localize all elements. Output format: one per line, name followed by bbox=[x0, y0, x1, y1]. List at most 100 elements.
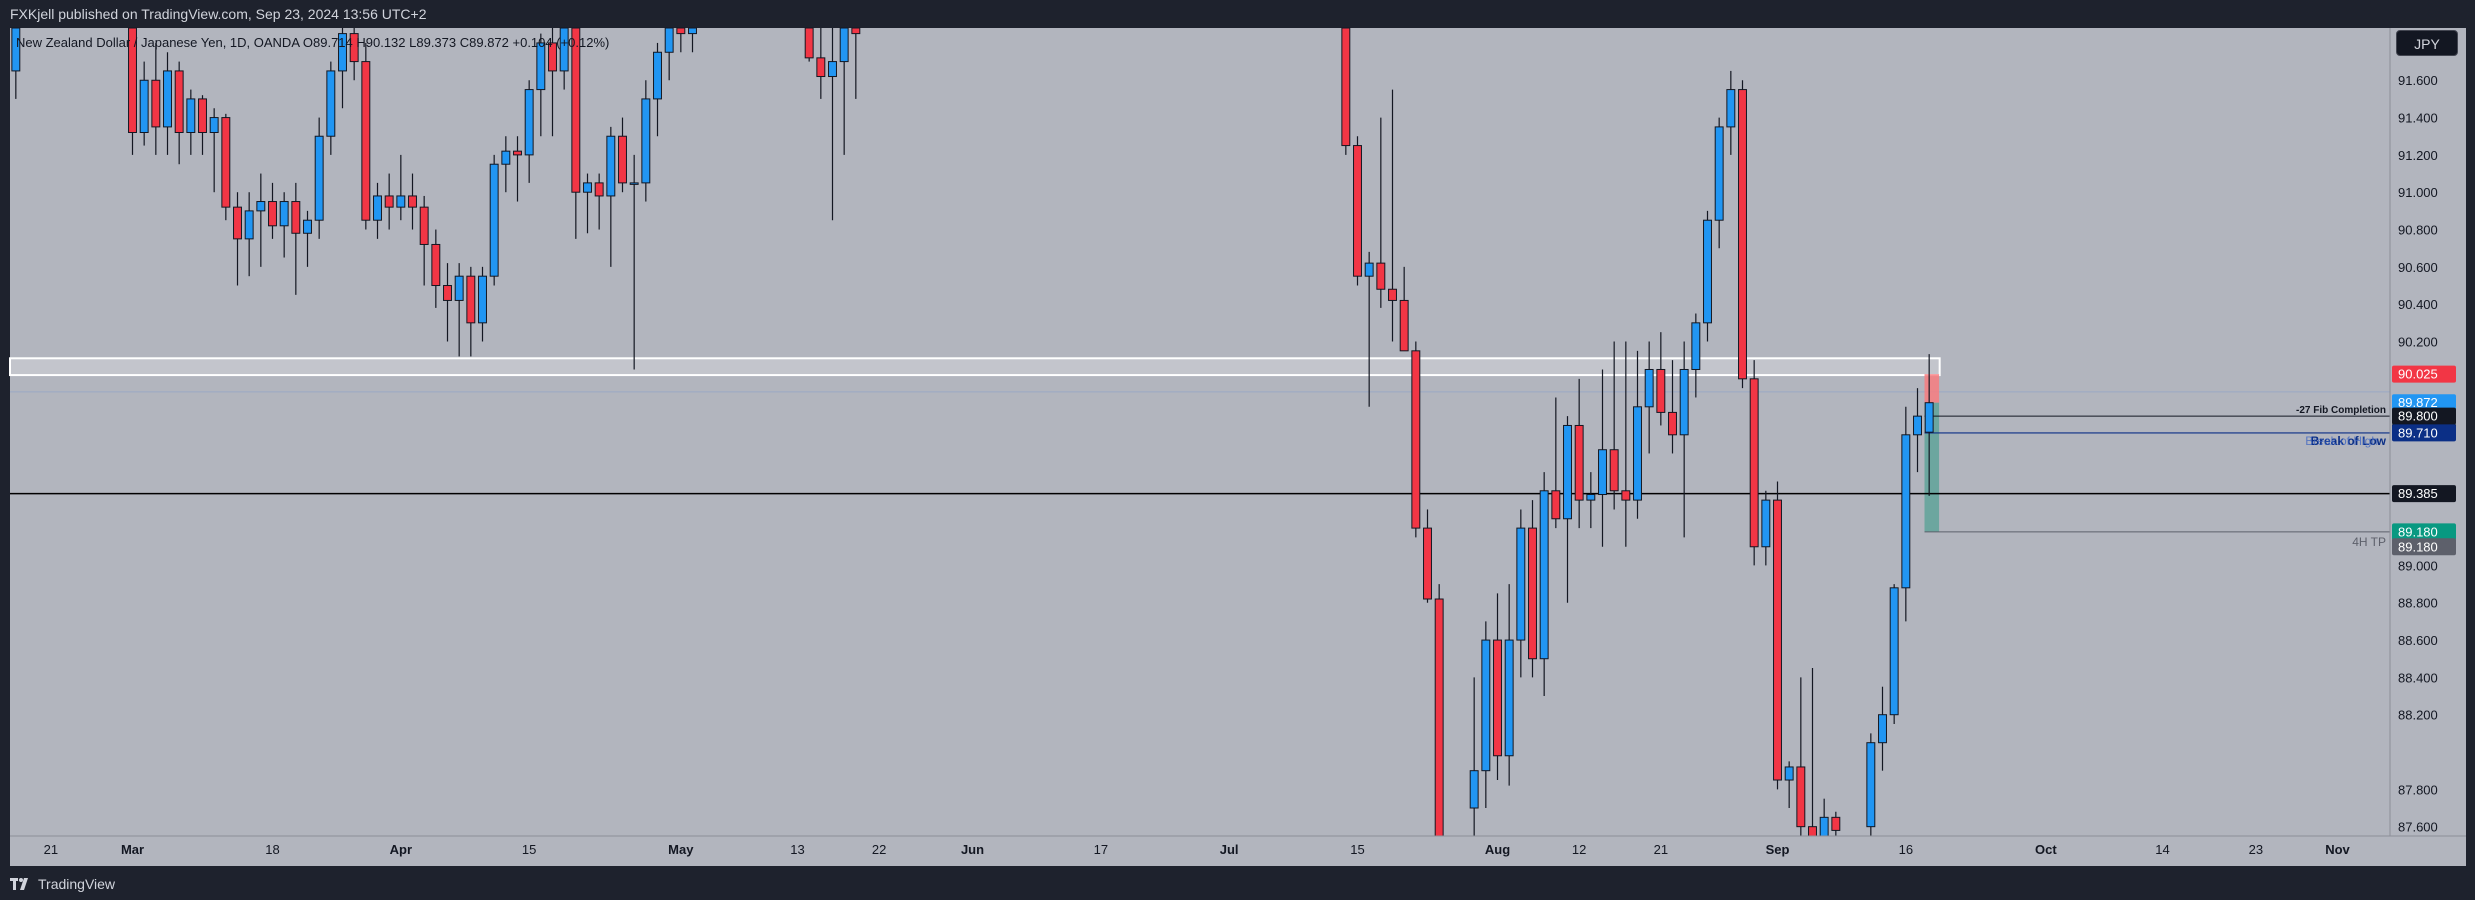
x-tick-label: 14 bbox=[2155, 842, 2169, 857]
candle bbox=[419, 195, 429, 286]
candle bbox=[1633, 350, 1642, 519]
x-tick-label: 18 bbox=[265, 842, 279, 857]
candle bbox=[1469, 677, 1479, 836]
candle bbox=[233, 192, 242, 286]
candle-body bbox=[1808, 826, 1817, 837]
candle-body bbox=[139, 79, 149, 133]
candle bbox=[1878, 686, 1887, 771]
candle bbox=[641, 80, 651, 202]
tradingview-icon bbox=[10, 878, 28, 890]
x-tick-label: Oct bbox=[2035, 842, 2057, 857]
candle bbox=[1714, 117, 1724, 249]
candle bbox=[851, 27, 861, 99]
price-label-text: 89.385 bbox=[2398, 486, 2438, 501]
candle bbox=[1586, 472, 1596, 529]
x-tick-label: Jun bbox=[961, 842, 984, 857]
currency-button[interactable]: JPY bbox=[2396, 30, 2458, 56]
y-tick-label: 88.600 bbox=[2398, 633, 2438, 648]
candle-body bbox=[1504, 639, 1514, 757]
candle-body bbox=[1563, 424, 1572, 520]
candle bbox=[1411, 341, 1421, 538]
x-tick-label: 21 bbox=[1654, 842, 1668, 857]
candle-body bbox=[1609, 449, 1619, 492]
candle bbox=[828, 28, 837, 221]
price-label-box bbox=[2392, 485, 2456, 503]
candle bbox=[478, 266, 487, 342]
candle-body bbox=[676, 27, 686, 35]
candle-body bbox=[1528, 527, 1537, 660]
candle bbox=[559, 27, 569, 90]
candle-body bbox=[349, 33, 359, 63]
candle bbox=[571, 27, 581, 239]
candle bbox=[1621, 341, 1631, 547]
candle-body bbox=[618, 135, 627, 184]
candle bbox=[349, 28, 359, 81]
candle bbox=[209, 108, 219, 193]
candle bbox=[1574, 378, 1584, 529]
y-tick-label: 91.000 bbox=[2398, 185, 2438, 200]
candle-body bbox=[256, 201, 266, 212]
candle-body bbox=[1469, 770, 1479, 809]
tradingview-logo[interactable]: TradingView bbox=[10, 876, 115, 892]
horizontal-lines bbox=[10, 415, 2390, 533]
candle-body bbox=[1341, 27, 1351, 147]
candle bbox=[513, 136, 522, 202]
candle-body bbox=[1866, 742, 1876, 828]
candle-body bbox=[373, 195, 382, 221]
candle bbox=[1901, 406, 1911, 622]
candle bbox=[256, 173, 266, 267]
candle bbox=[536, 33, 546, 137]
y-tick-label: 90.800 bbox=[2398, 223, 2438, 238]
candle bbox=[1598, 369, 1607, 547]
time-axis: 21 Mar 18 Apr 15 May 13 22 Jun 17 Jul 15 Aug 12 21 Sep 1… bbox=[10, 835, 2466, 857]
candle bbox=[291, 182, 301, 295]
candle-body bbox=[1644, 368, 1654, 408]
candle bbox=[163, 52, 172, 155]
candle bbox=[1341, 27, 1351, 155]
candle-body bbox=[1773, 499, 1782, 781]
candle bbox=[198, 95, 207, 155]
candle-body bbox=[209, 117, 219, 133]
candle-body bbox=[1901, 434, 1911, 589]
candle bbox=[1388, 89, 1397, 342]
candle bbox=[174, 61, 184, 165]
y-tick-label: 87.800 bbox=[2398, 782, 2438, 797]
candle bbox=[1773, 481, 1782, 790]
candle bbox=[408, 173, 417, 230]
candle-body bbox=[559, 27, 569, 72]
candle bbox=[583, 173, 592, 234]
candle bbox=[128, 27, 137, 155]
candle-body bbox=[11, 27, 21, 72]
candle-body bbox=[151, 79, 161, 128]
time-axis-background[interactable] bbox=[10, 836, 2466, 866]
x-tick-label: Sep bbox=[1766, 842, 1790, 857]
plot-background[interactable] bbox=[10, 28, 2390, 836]
candle bbox=[676, 27, 686, 53]
x-tick-label: 15 bbox=[1350, 842, 1364, 857]
tp-label: 4H TP bbox=[2352, 535, 2386, 549]
candle-body bbox=[326, 70, 336, 137]
candle bbox=[314, 117, 324, 239]
candle bbox=[1399, 266, 1409, 352]
price-label: 89.710 bbox=[2392, 424, 2456, 442]
candle-body bbox=[1493, 639, 1502, 757]
candle-body bbox=[198, 98, 207, 133]
x-tick-label: 13 bbox=[790, 842, 804, 857]
candle-body bbox=[1353, 145, 1362, 277]
candle-body bbox=[1434, 598, 1444, 837]
x-tick-label: 16 bbox=[1899, 842, 1913, 857]
x-tick-label: Nov bbox=[2325, 842, 2350, 857]
candle bbox=[443, 263, 452, 342]
price-label-text: 89.180 bbox=[2398, 539, 2438, 554]
candle-body bbox=[384, 195, 394, 208]
candle-body bbox=[513, 150, 522, 156]
price-label: 89.180 bbox=[2392, 538, 2456, 556]
price-label-box bbox=[2392, 538, 2456, 556]
candle-body bbox=[233, 206, 242, 240]
candle bbox=[1609, 341, 1619, 510]
publisher-bar: FXKjell published on TradingView.com, Se… bbox=[0, 0, 2475, 28]
candle bbox=[454, 263, 464, 357]
candle bbox=[548, 28, 557, 137]
